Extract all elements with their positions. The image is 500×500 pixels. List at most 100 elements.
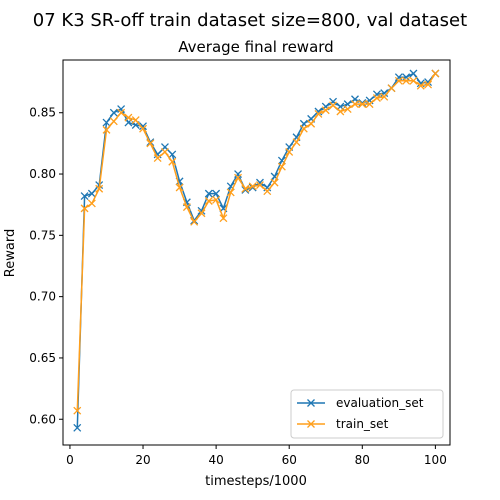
data-point — [80, 192, 89, 201]
data-point — [358, 98, 367, 107]
data-point — [124, 113, 133, 122]
data-point — [139, 122, 147, 131]
y-tick-label: 0.75 — [29, 228, 56, 242]
legend-marker — [307, 420, 315, 428]
data-point — [117, 105, 126, 114]
data-point — [95, 184, 104, 193]
x-tick-label: 80 — [355, 453, 370, 467]
data-point — [394, 73, 403, 82]
x-tick-label: 100 — [424, 453, 447, 467]
x-tick-label: 20 — [135, 453, 150, 467]
plot-frame — [62, 59, 451, 446]
data-point — [175, 183, 184, 192]
data-point — [292, 138, 301, 147]
data-point — [409, 69, 418, 78]
data-point — [168, 157, 177, 166]
data-point — [248, 182, 257, 191]
data-point — [277, 162, 286, 171]
data-point — [153, 154, 162, 163]
data-point — [263, 187, 272, 196]
y-tick-label: 0.65 — [29, 351, 56, 365]
data-point — [329, 101, 338, 110]
x-tick-label: 40 — [208, 453, 223, 467]
legend-label: evaluation_set — [336, 396, 424, 410]
data-point — [321, 106, 330, 115]
series-layer — [73, 69, 440, 432]
data-point — [234, 170, 243, 178]
data-point — [87, 199, 96, 208]
data-point — [270, 178, 279, 187]
data-point — [409, 76, 418, 85]
data-point — [234, 173, 243, 182]
data-point — [160, 147, 169, 156]
data-point — [131, 116, 140, 125]
data-point — [372, 94, 381, 102]
data-point — [380, 92, 389, 101]
x-tick-label: 0 — [66, 453, 74, 467]
data-point — [197, 209, 206, 218]
data-point — [387, 84, 396, 93]
data-point — [402, 76, 411, 85]
data-point — [139, 124, 147, 133]
data-point — [372, 90, 381, 99]
data-point — [212, 189, 221, 198]
data-point — [351, 100, 359, 109]
data-point — [226, 188, 235, 197]
data-point — [109, 108, 118, 117]
data-point — [416, 81, 425, 90]
data-point — [73, 406, 82, 415]
data-point — [307, 119, 316, 128]
figure-title: 07 K3 SR-off train dataset size=800, val… — [33, 10, 467, 31]
data-point — [241, 184, 250, 193]
legend-label: train_set — [336, 417, 389, 431]
data-point — [168, 150, 177, 159]
data-point — [212, 195, 221, 204]
data-point — [204, 189, 213, 198]
legend-entry: train_set — [297, 417, 389, 431]
data-point — [314, 109, 323, 118]
data-point — [336, 107, 345, 116]
y-tick-label: 0.80 — [29, 167, 56, 181]
y-tick-label: 0.85 — [29, 106, 56, 120]
x-tick-label: 60 — [282, 453, 297, 467]
data-point — [109, 117, 118, 126]
data-point — [87, 189, 96, 198]
data-point — [358, 100, 367, 109]
data-point — [314, 107, 323, 116]
y-tick-label: 0.70 — [29, 290, 56, 304]
x-axis-label: timesteps/1000 — [205, 474, 307, 489]
legend-marker — [307, 399, 315, 407]
legend-box — [290, 389, 444, 439]
y-axis: 0.60 0.65 0.70 0.75 0.80 0.85 — [29, 106, 63, 426]
legend-entry: evaluation_set — [297, 396, 424, 410]
data-point — [190, 217, 199, 226]
legend: evaluation_set train_set — [290, 389, 444, 439]
data-point — [285, 147, 294, 156]
data-point — [431, 69, 440, 78]
data-point — [102, 125, 111, 134]
chart-title: Average final reward — [178, 38, 333, 56]
data-point — [80, 204, 89, 213]
data-point — [256, 181, 264, 190]
data-point — [380, 89, 389, 98]
data-point — [329, 97, 338, 106]
data-point — [402, 73, 411, 82]
series-train_set — [73, 69, 440, 415]
data-point — [182, 203, 191, 212]
data-point — [365, 100, 374, 109]
x-axis: 0 20 40 60 80 100 — [66, 445, 447, 467]
data-point — [73, 423, 82, 432]
data-point — [146, 139, 155, 148]
data-point — [204, 197, 213, 205]
data-point — [424, 80, 433, 89]
data-point — [394, 76, 403, 85]
data-point — [343, 105, 352, 114]
data-point — [299, 124, 308, 133]
data-point — [117, 108, 126, 117]
y-tick-label: 0.60 — [29, 412, 56, 426]
plot-area — [63, 60, 450, 445]
y-axis-label: Reward — [3, 229, 18, 277]
data-point — [102, 118, 111, 127]
data-point — [219, 214, 228, 223]
